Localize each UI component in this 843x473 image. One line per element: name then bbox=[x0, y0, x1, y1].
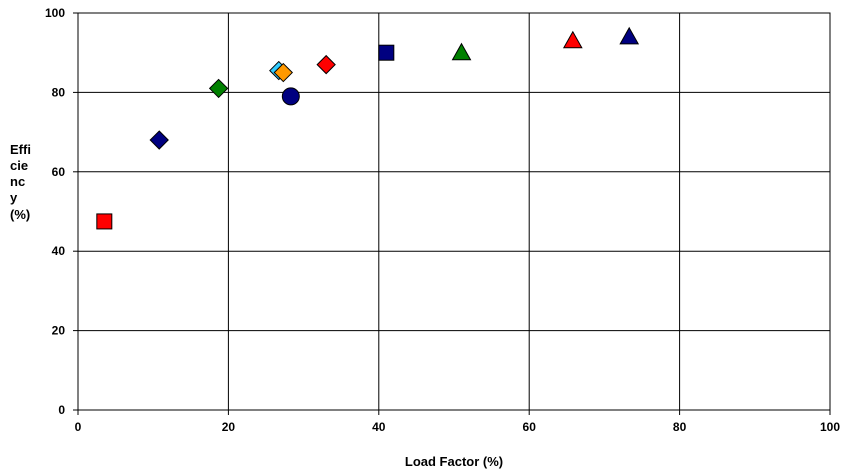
data-point-triangle bbox=[619, 26, 640, 45]
y-axis-title-line: cie bbox=[10, 158, 28, 173]
y-tick-label: 60 bbox=[52, 165, 66, 179]
y-axis-title-line: nc bbox=[10, 174, 25, 189]
data-point-diamond bbox=[273, 62, 294, 83]
data-point-square bbox=[96, 213, 113, 230]
y-axis-title-line: y bbox=[10, 190, 18, 205]
y-tick-label: 80 bbox=[52, 85, 66, 99]
y-tick-label: 40 bbox=[52, 244, 66, 258]
data-point-circle bbox=[281, 87, 300, 106]
data-point-triangle bbox=[562, 30, 583, 49]
y-tick-labels: 0 20 40 60 80 100 bbox=[45, 6, 65, 417]
y-axis-title-line: Effi bbox=[10, 142, 31, 157]
data-point-square bbox=[378, 44, 395, 61]
x-tick-label: 60 bbox=[523, 420, 537, 434]
data-points bbox=[96, 26, 640, 230]
data-point-diamond bbox=[149, 130, 169, 150]
y-tick-label: 0 bbox=[58, 403, 65, 417]
plot-area bbox=[78, 13, 830, 410]
x-tick-label: 80 bbox=[673, 420, 687, 434]
x-tick-label: 0 bbox=[75, 420, 82, 434]
data-point-diamond bbox=[316, 54, 336, 75]
x-tick-label: 100 bbox=[820, 420, 840, 434]
gridlines bbox=[73, 12, 831, 415]
y-axis-title-line: (%) bbox=[10, 207, 30, 222]
y-tick-label: 20 bbox=[52, 324, 66, 338]
y-tick-label: 100 bbox=[45, 6, 65, 20]
x-axis-title: Load Factor (%) bbox=[405, 454, 503, 469]
plot-border bbox=[77, 12, 831, 411]
x-tick-labels: 0 20 40 60 80 100 bbox=[75, 420, 841, 434]
x-tick-label: 40 bbox=[372, 420, 386, 434]
y-axis-title: Effi cie nc y (%) bbox=[10, 142, 31, 222]
data-point-triangle bbox=[451, 42, 472, 61]
data-point-diamond bbox=[208, 78, 229, 99]
x-tick-label: 20 bbox=[222, 420, 236, 434]
